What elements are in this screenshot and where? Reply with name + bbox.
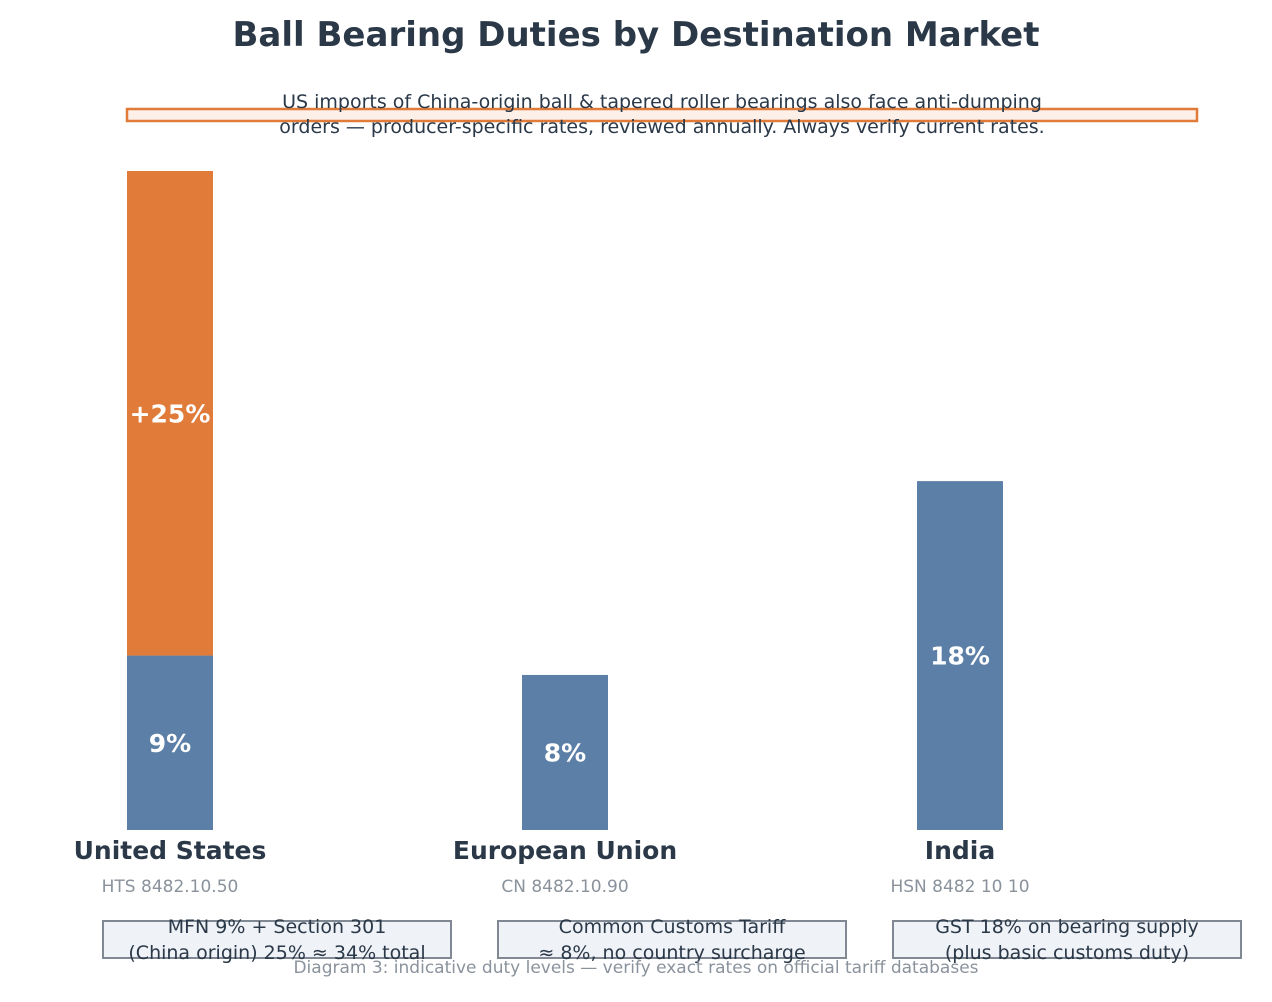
- note-line-1: US imports of China-origin ball & tapere…: [282, 91, 1042, 113]
- rate-detail-box: [892, 920, 1242, 959]
- rate-detail-line: MFN 9% + Section 301: [168, 916, 387, 938]
- category-label: United States: [74, 836, 267, 865]
- rate-detail-line: (China origin) 25% ≈ 34% total: [128, 942, 425, 964]
- plot-area: 9% +25% United States HTS 8482.10.50 MFN 9% …: [74, 171, 1242, 964]
- chart-caption: Diagram 3: indicative duty levels — veri…: [293, 958, 978, 978]
- note-banner: [125, 107, 1199, 123]
- bar-surcharge: [127, 171, 213, 656]
- category-label: European Union: [453, 836, 677, 865]
- rate-detail-line: GST 18% on bearing supply: [935, 916, 1199, 938]
- bar-value-label: 18%: [930, 642, 990, 671]
- rate-detail-box: [102, 920, 452, 959]
- rate-detail-line: Common Customs Tariff: [559, 916, 787, 938]
- bar-base: [522, 674, 608, 830]
- tariff-code-label: CN 8482.10.90: [501, 877, 628, 897]
- tariff-code-label: HTS 8482.10.50: [102, 877, 239, 897]
- bar-value-label: +25%: [130, 399, 211, 428]
- rate-detail-line: (plus basic customs duty): [945, 942, 1189, 964]
- bar-value-label: 9%: [149, 729, 191, 758]
- rate-detail-line: ≈ 8%, no country surcharge: [538, 942, 805, 964]
- chart-title: Ball Bearing Duties by Destination Marke…: [233, 15, 1040, 55]
- bar-value-label: 8%: [544, 738, 586, 767]
- bar-base: [127, 655, 213, 830]
- rate-detail-box: [497, 920, 847, 959]
- category-label: India: [925, 836, 995, 865]
- bar-base: [917, 481, 1003, 830]
- tariff-code-label: HSN 8482 10 10: [890, 877, 1029, 897]
- note-line-2: orders — producer-specific rates, review…: [279, 116, 1044, 138]
